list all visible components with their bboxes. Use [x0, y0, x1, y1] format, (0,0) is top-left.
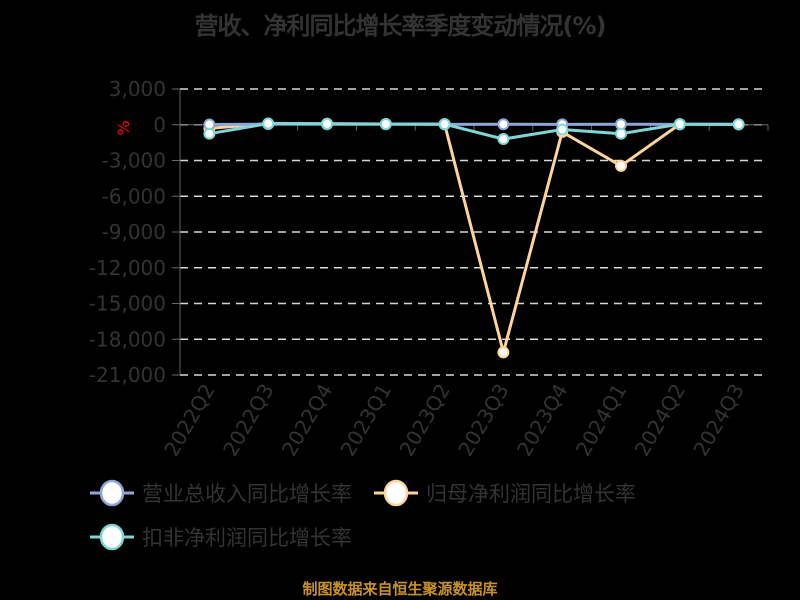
y-tick-label: -18,000: [89, 327, 166, 351]
legend-label: 扣非净利润同比增长率: [142, 526, 352, 550]
x-tick-label: 2022Q4: [277, 380, 337, 461]
legend-label: 归母净利润同比增长率: [426, 482, 636, 506]
y-tick-label: -12,000: [89, 256, 166, 280]
legend-marker-icon: [90, 479, 134, 507]
data-point[interactable]: [615, 127, 627, 140]
x-tick-label: 2024Q1: [571, 380, 631, 461]
x-tick-label: 2023Q1: [336, 380, 396, 461]
x-tick-label: 2022Q3: [218, 380, 278, 461]
legend-item[interactable]: 归母净利润同比增长率: [374, 478, 636, 508]
x-tick-label: 2023Q4: [512, 380, 572, 461]
data-point[interactable]: [556, 123, 569, 136]
series-line: [209, 122, 681, 359]
data-point[interactable]: [497, 118, 510, 131]
data-point[interactable]: [379, 118, 392, 131]
chart-title: 营收、净利同比增长率季度变动情况(%): [194, 12, 607, 40]
legend-label: 营业总收入同比增长率: [142, 482, 352, 506]
data-point[interactable]: [497, 346, 510, 359]
y-tick-label: -9,000: [102, 220, 166, 244]
y-tick-label: 0: [153, 113, 166, 137]
y-unit-label: %: [114, 121, 133, 136]
data-point[interactable]: [732, 118, 745, 131]
y-tick-label: -6,000: [102, 184, 166, 208]
data-point[interactable]: [615, 159, 627, 172]
y-tick-label: 3,000: [109, 77, 166, 101]
legend-marker-icon: [90, 523, 134, 551]
y-tick-label: -15,000: [89, 292, 166, 316]
x-tick-label: 2023Q3: [453, 380, 513, 461]
legend: 营业总收入同比增长率 归母净利润同比增长率扣非净利润同比增长率: [90, 478, 770, 566]
legend-marker-icon: [374, 479, 418, 507]
legend-item[interactable]: 营业总收入同比增长率: [90, 478, 352, 508]
data-point[interactable]: [673, 118, 686, 131]
y-tick-label: -21,000: [89, 363, 166, 387]
x-tick-label: 2024Q2: [630, 380, 690, 461]
data-point[interactable]: [497, 133, 510, 146]
data-point[interactable]: [203, 127, 216, 140]
data-point[interactable]: [438, 118, 451, 131]
x-tick-label: 2022Q2: [159, 380, 219, 461]
legend-item[interactable]: 扣非净利润同比增长率: [90, 522, 352, 552]
data-source-footer: 制图数据来自恒生聚源数据库: [302, 580, 498, 598]
x-tick-label: 2023Q2: [394, 379, 454, 460]
data-point[interactable]: [262, 117, 275, 130]
y-tick-label: -3,000: [102, 149, 166, 173]
x-tick-label: 2024Q3: [688, 380, 748, 461]
data-point[interactable]: [321, 117, 333, 130]
series-line: [209, 122, 739, 141]
